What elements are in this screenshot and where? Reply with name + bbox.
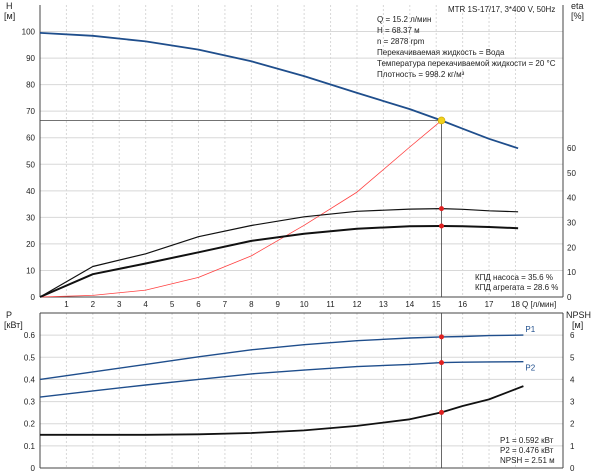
npsh-tick-label-4: 4	[570, 375, 575, 384]
x-tick-label-3: 3	[117, 300, 122, 309]
eta-axis-label: eta	[571, 1, 584, 11]
bottom-series-0	[39, 334, 524, 381]
h-tick-label-90: 90	[26, 54, 35, 63]
x-tick-label-14: 14	[405, 300, 414, 309]
info-line-1: H = 68.37 м	[377, 26, 420, 35]
npsh-tick-label-0: 0	[570, 464, 575, 473]
x-tick-label-13: 13	[379, 300, 388, 309]
series-name-P2: P2	[525, 364, 535, 373]
p-tick-label-0.2: 0.2	[24, 420, 36, 429]
markers	[437, 116, 446, 415]
bottom-series-1	[39, 361, 524, 398]
eta-axis-unit: [%]	[571, 11, 584, 21]
q-axis-label: Q [л/мин]	[522, 300, 556, 309]
x-tick-label-9: 9	[276, 300, 281, 309]
eta-tick-label-10: 10	[567, 268, 576, 277]
p-tick-label-0.4: 0.4	[24, 375, 36, 384]
x-tick-label-16: 16	[458, 300, 467, 309]
x-tick-label-4: 4	[143, 300, 148, 309]
series-name-P1: P1	[525, 325, 535, 334]
efficiency-label-1: КПД агрегата = 28.6 %	[475, 283, 558, 292]
h-tick-label-30: 30	[26, 213, 35, 222]
x-tick-label-2: 2	[91, 300, 96, 309]
npsh-tick-label-1: 1	[570, 442, 575, 451]
top-marker-1	[438, 206, 444, 212]
x-tick-label-18: 18	[511, 300, 520, 309]
value-label-1: P2 = 0.476 кВт	[500, 446, 554, 455]
h-tick-label-100: 100	[22, 28, 36, 37]
eta-tick-label-30: 30	[567, 219, 576, 228]
info-line-2: n = 2878 rpm	[377, 37, 425, 46]
p-tick-label-0: 0	[31, 464, 36, 473]
bottom-marker-2	[438, 409, 444, 415]
bottom-marker-1	[438, 360, 444, 366]
x-tick-label-7: 7	[223, 300, 228, 309]
chart-title: MTR 1S-17/17, 3*400 V, 50Hz	[448, 5, 555, 14]
info-line-4: Температура перекачиваемой жидкости = 20…	[377, 59, 556, 68]
top-series-0	[39, 32, 519, 150]
npsh-tick-label-6: 6	[570, 331, 575, 340]
tick-labels: 1 2 3 4 5 6 7 8 9 10 11 12 13 14 15 16 17 180102030405060…	[22, 28, 577, 473]
info-line-0: Q = 15.2 л/мин	[377, 15, 431, 24]
p-tick-label-0.6: 0.6	[24, 331, 36, 340]
eta-tick-label-0: 0	[567, 293, 572, 302]
npsh-tick-label-5: 5	[570, 353, 575, 362]
bottom-series-2	[40, 385, 524, 436]
eta-tick-label-20: 20	[567, 243, 576, 252]
info-line-5: Плотность = 998.2 кг/м³	[377, 70, 465, 79]
bottom-grid	[40, 313, 563, 468]
info-line-3: Перекачиваемая жидкость = Вода	[377, 48, 505, 57]
p-tick-label-0.1: 0.1	[24, 442, 36, 451]
x-tick-label-15: 15	[432, 300, 441, 309]
h-axis-label: H	[6, 1, 13, 11]
h-tick-label-20: 20	[26, 240, 35, 249]
npsh-axis-unit: [м]	[572, 320, 583, 330]
top-series-2	[39, 208, 519, 298]
npsh-axis-label: NPSH	[566, 310, 591, 320]
npsh-tick-label-2: 2	[570, 420, 575, 429]
eta-tick-label-50: 50	[567, 169, 576, 178]
top-marker-0	[437, 116, 446, 125]
value-label-0: P1 = 0.592 кВт	[500, 436, 554, 445]
top-series-1	[39, 120, 442, 298]
x-tick-label-12: 12	[353, 300, 362, 309]
x-tick-label-5: 5	[170, 300, 175, 309]
value-label-2: NPSH = 2.51 м	[500, 456, 555, 465]
h-axis-unit: [м]	[4, 11, 15, 21]
h-tick-label-40: 40	[26, 187, 35, 196]
p-axis-unit: [кВт]	[4, 320, 23, 330]
eta-tick-label-40: 40	[567, 194, 576, 203]
h-tick-label-10: 10	[26, 266, 35, 275]
h-tick-label-70: 70	[26, 107, 35, 116]
curves	[39, 32, 524, 436]
x-tick-label-11: 11	[326, 300, 335, 309]
p-tick-label-0.5: 0.5	[24, 353, 36, 362]
x-tick-label-1: 1	[64, 300, 69, 309]
x-tick-label-10: 10	[300, 300, 309, 309]
top-marker-2	[438, 223, 444, 229]
bottom-marker-0	[438, 334, 444, 340]
x-tick-label-8: 8	[249, 300, 254, 309]
h-tick-label-0: 0	[31, 293, 36, 302]
top-series-3	[39, 225, 519, 298]
h-tick-label-60: 60	[26, 134, 35, 143]
efficiency-block: КПД насоса = 35.6 %КПД агрегата = 28.6 %	[475, 273, 558, 292]
h-tick-label-80: 80	[26, 81, 35, 90]
efficiency-label-0: КПД насоса = 35.6 %	[475, 273, 553, 282]
info-block: Q = 15.2 л/мин H = 68.37 м n = 2878 rpm Пер…	[377, 15, 556, 79]
duty-point-guides	[40, 120, 442, 468]
top-grid	[40, 5, 563, 297]
h-tick-label-50: 50	[26, 160, 35, 169]
x-tick-label-6: 6	[196, 300, 201, 309]
series-names: P1 P2	[525, 325, 535, 373]
p-tick-label-0.3: 0.3	[24, 398, 36, 407]
x-tick-label-17: 17	[485, 300, 494, 309]
eta-tick-label-60: 60	[567, 144, 576, 153]
p-axis-label: P	[6, 310, 12, 320]
npsh-tick-label-3: 3	[570, 398, 575, 407]
